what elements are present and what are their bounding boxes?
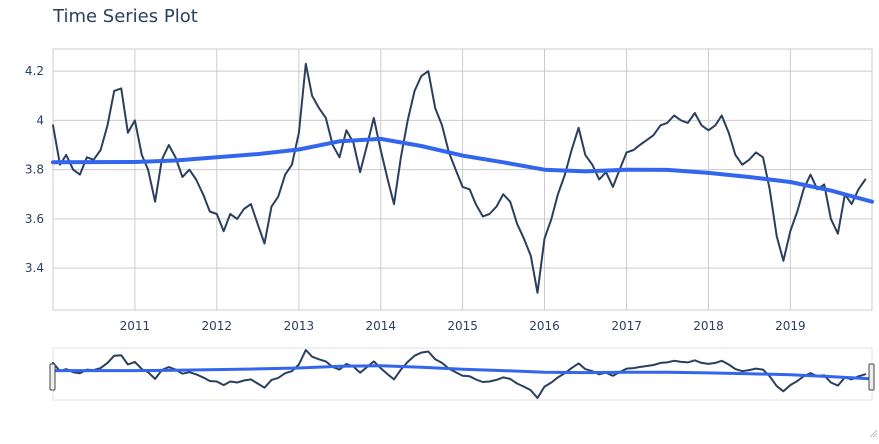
slider-trend-line	[51, 364, 874, 381]
y-tick-label: 4.2	[25, 64, 44, 78]
x-tick-label: 2015	[447, 319, 478, 333]
resize-grip-icon[interactable]	[869, 429, 878, 438]
x-tick-label: 2016	[529, 319, 560, 333]
y-tick-label: 3.4	[25, 261, 44, 275]
slider-price-series-line	[52, 349, 867, 399]
y-axis-tick-labels: 3.4 3.6 3.8 4 4.2	[25, 64, 44, 275]
x-tick-label: 2014	[365, 319, 396, 333]
y-tick-label: 3.6	[25, 212, 44, 226]
y-tick-label: 4	[36, 113, 44, 127]
range-slider[interactable]	[49, 347, 875, 401]
main-plot-series	[51, 62, 874, 294]
trend-line	[51, 136, 874, 204]
x-axis-tick-labels: 2011 2012 2013 2014 2015 2016 2017 2018 2019	[120, 319, 806, 333]
range-slider-right-handle[interactable]	[868, 363, 875, 391]
x-tick-label: 2018	[693, 319, 724, 333]
range-slider-left-handle[interactable]	[49, 363, 56, 391]
x-tick-label: 2013	[284, 319, 315, 333]
x-tick-label: 2019	[775, 319, 806, 333]
x-tick-label: 2011	[120, 319, 151, 333]
x-tick-label: 2012	[201, 319, 232, 333]
main-plot-gridlines	[53, 49, 872, 310]
main-plot-area[interactable]	[52, 48, 873, 311]
x-tick-label: 2017	[611, 319, 642, 333]
chart-title: Time Series Plot	[53, 6, 198, 27]
price-series-line	[52, 62, 867, 294]
y-tick-label: 3.8	[25, 163, 44, 177]
range-slider-series	[51, 349, 874, 399]
